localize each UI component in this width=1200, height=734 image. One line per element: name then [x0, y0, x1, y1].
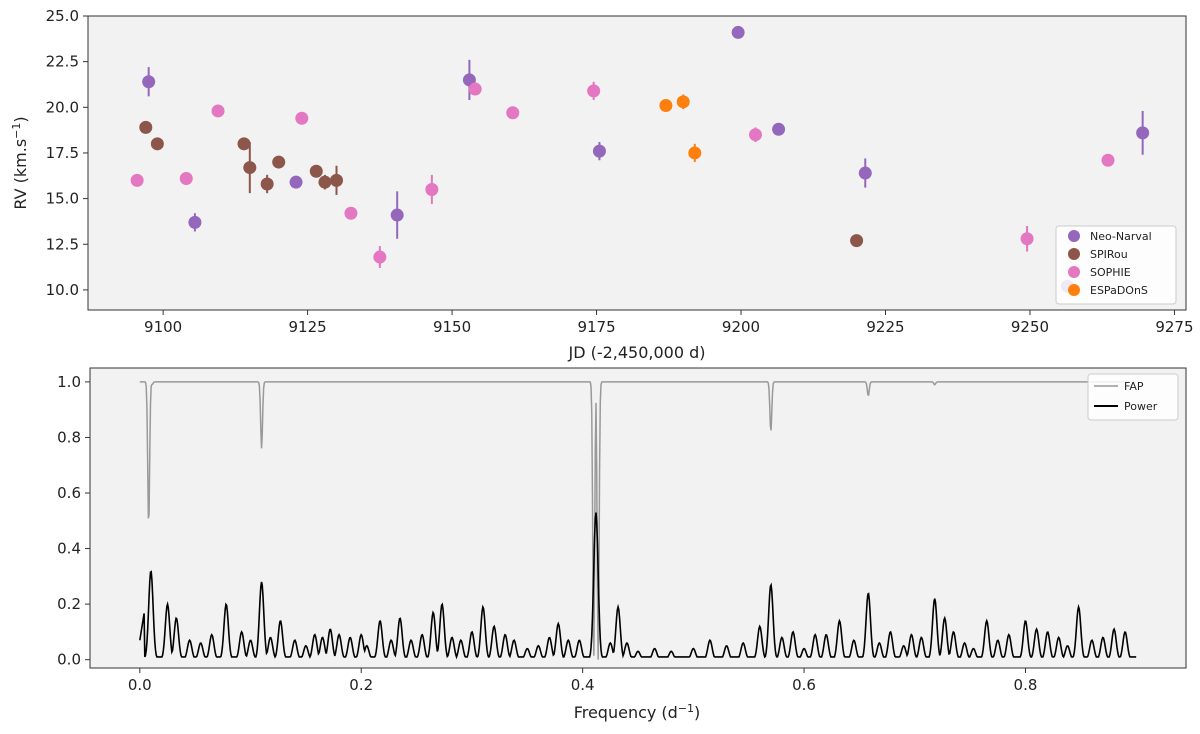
- sophie-point-3: [295, 111, 309, 125]
- neo-narval-point-6: [731, 25, 745, 39]
- periodogram-x-tick-label-0: 0.0: [128, 676, 152, 694]
- neo-narval-point-2: [289, 175, 303, 189]
- rv-legend-marker-sophie: [1068, 266, 1080, 278]
- periodogram-panel: 0.0 0.2 0.4 0.6 0.8 0.0 0.2 0.4 0.6 0.8 1.0 Frequ…: [57, 367, 1187, 722]
- rv-legend-label-neo-narval: Neo-Narval: [1090, 230, 1152, 243]
- espadons-point-1: [676, 95, 690, 109]
- spirou-point-1: [150, 137, 164, 151]
- sophie-point-7: [468, 82, 482, 96]
- series-sophie: [130, 81, 1115, 268]
- periodogram-x-ticks: 0.0 0.2 0.4 0.6 0.8: [128, 668, 1038, 694]
- periodogram-legend-label-power: Power: [1124, 400, 1158, 413]
- rv-x-tick-label-0: 9100: [144, 318, 182, 336]
- sophie-point-4: [344, 206, 358, 220]
- rv-marks: [130, 25, 1150, 293]
- rv-x-tick-label-6: 9250: [1011, 318, 1049, 336]
- espadons-point-2: [688, 146, 702, 160]
- rv-y-tick-label-6: 25.0: [46, 7, 79, 25]
- rv-x-tick-label-3: 9175: [577, 318, 615, 336]
- periodogram-plot-area: [89, 367, 1187, 669]
- spirou-point-6: [309, 164, 323, 178]
- neo-narval-point-1: [188, 215, 202, 229]
- rv-legend-box: [1055, 225, 1177, 305]
- sophie-point-6: [425, 182, 439, 196]
- rv-x-tick-label-7: 9275: [1155, 318, 1193, 336]
- periodogram-y-tick-label-0: 0.0: [57, 651, 81, 669]
- rv-y-tick-label-0: 10.0: [46, 281, 79, 299]
- neo-narval-point-0: [142, 75, 156, 89]
- sophie-point-1: [179, 172, 193, 186]
- rv-x-tick-label-4: 9200: [722, 318, 760, 336]
- rv-y-tick-label-3: 17.5: [46, 144, 79, 162]
- neo-narval-point-3: [390, 208, 404, 222]
- rv-y-tick-label-2: 15.0: [46, 190, 79, 208]
- periodogram-y-tick-label-5: 1.0: [57, 373, 81, 391]
- periodogram-y-tick-label-3: 0.6: [57, 484, 81, 502]
- periodogram-y-tick-label-2: 0.4: [57, 540, 81, 558]
- periodogram-marks: [139, 381, 1137, 660]
- rv-panel: 9100 9125 9150 9175 9200 9225 9250 9275 10.0 12.…: [10, 7, 1194, 362]
- spirou-point-9: [850, 234, 864, 248]
- rv-x-tick-label-2: 9150: [433, 318, 471, 336]
- rv-y-axis-label: RV (km.s−1): [10, 116, 30, 209]
- periodogram-x-tick-label-1: 0.2: [349, 676, 373, 694]
- sophie-point-10: [748, 128, 762, 142]
- rv-legend-label-espadons: ESPaDOnS: [1090, 284, 1148, 297]
- periodogram-x-tick-label-4: 0.8: [1014, 676, 1038, 694]
- rv-legend-marker-neo-narval: [1068, 230, 1080, 242]
- periodogram-y-ticks: 0.0 0.2 0.4 0.6 0.8 1.0: [57, 373, 90, 669]
- periodogram-x-tick-label-2: 0.4: [571, 676, 595, 694]
- rv-y-tick-label-4: 20.0: [46, 98, 79, 116]
- sophie-point-0: [130, 173, 144, 187]
- sophie-point-5: [373, 250, 387, 264]
- series-spirou: [139, 120, 864, 248]
- rv-legend-label-spirou: SPIRou: [1090, 248, 1128, 261]
- sophie-point-8: [506, 106, 520, 120]
- periodogram-y-tick-label-4: 0.8: [57, 428, 81, 446]
- rv-y-tick-label-5: 22.5: [46, 53, 79, 71]
- rv-legend: Neo-Narval SPIRou SOPHIE ESPaDOnS: [1055, 225, 1177, 305]
- neo-narval-point-7: [772, 122, 786, 136]
- neo-narval-point-8: [858, 166, 872, 180]
- neo-narval-point-5: [592, 144, 606, 158]
- rv-plot-area: [87, 15, 1187, 311]
- spirou-point-2: [237, 137, 251, 151]
- spirou-point-0: [139, 120, 153, 134]
- sophie-point-9: [587, 84, 601, 98]
- espadons-point-0: [659, 98, 673, 112]
- series-espadons: [659, 94, 702, 163]
- periodogram-y-tick-label-1: 0.2: [57, 595, 81, 613]
- spirou-point-4: [260, 177, 274, 191]
- series-power-line: [139, 512, 1137, 660]
- sophie-point-11: [1020, 232, 1034, 246]
- series-fap-line: [139, 381, 1137, 660]
- rv-x-tick-label-5: 9225: [866, 318, 904, 336]
- spirou-point-5: [272, 155, 286, 169]
- rv-legend-marker-espadons: [1068, 284, 1080, 296]
- spirou-point-7: [318, 175, 332, 189]
- spirou-point-8: [329, 173, 343, 187]
- periodogram-legend: FAP Power: [1087, 373, 1179, 421]
- sophie-point-2: [211, 104, 225, 118]
- periodogram-x-axis-label: Frequency (d−1): [574, 702, 701, 722]
- periodogram-x-tick-label-3: 0.6: [792, 676, 816, 694]
- neo-narval-point-10: [1136, 126, 1150, 140]
- rv-x-ticks: 9100 9125 9150 9175 9200 9225 9250 9275: [144, 310, 1194, 336]
- sophie-point-12: [1101, 153, 1115, 167]
- rv-legend-label-sophie: SOPHIE: [1090, 266, 1131, 279]
- spirou-point-3: [243, 161, 257, 175]
- rv-legend-marker-spirou: [1068, 248, 1080, 260]
- periodogram-legend-label-fap: FAP: [1124, 380, 1144, 393]
- rv-y-tick-label-1: 12.5: [46, 235, 79, 253]
- rv-y-ticks: 10.0 12.5 15.0 17.5 20.0 22.5 25.0: [46, 7, 88, 299]
- rv-x-tick-label-1: 9125: [289, 318, 327, 336]
- rv-x-axis-label: JD (-2,450,000 d): [567, 343, 705, 362]
